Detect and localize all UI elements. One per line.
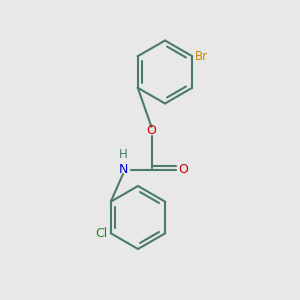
Text: H: H: [118, 148, 127, 161]
Text: Cl: Cl: [95, 227, 107, 240]
Text: Br: Br: [195, 50, 208, 63]
Text: O: O: [147, 124, 156, 137]
Text: O: O: [178, 163, 188, 176]
Text: N: N: [118, 163, 128, 176]
